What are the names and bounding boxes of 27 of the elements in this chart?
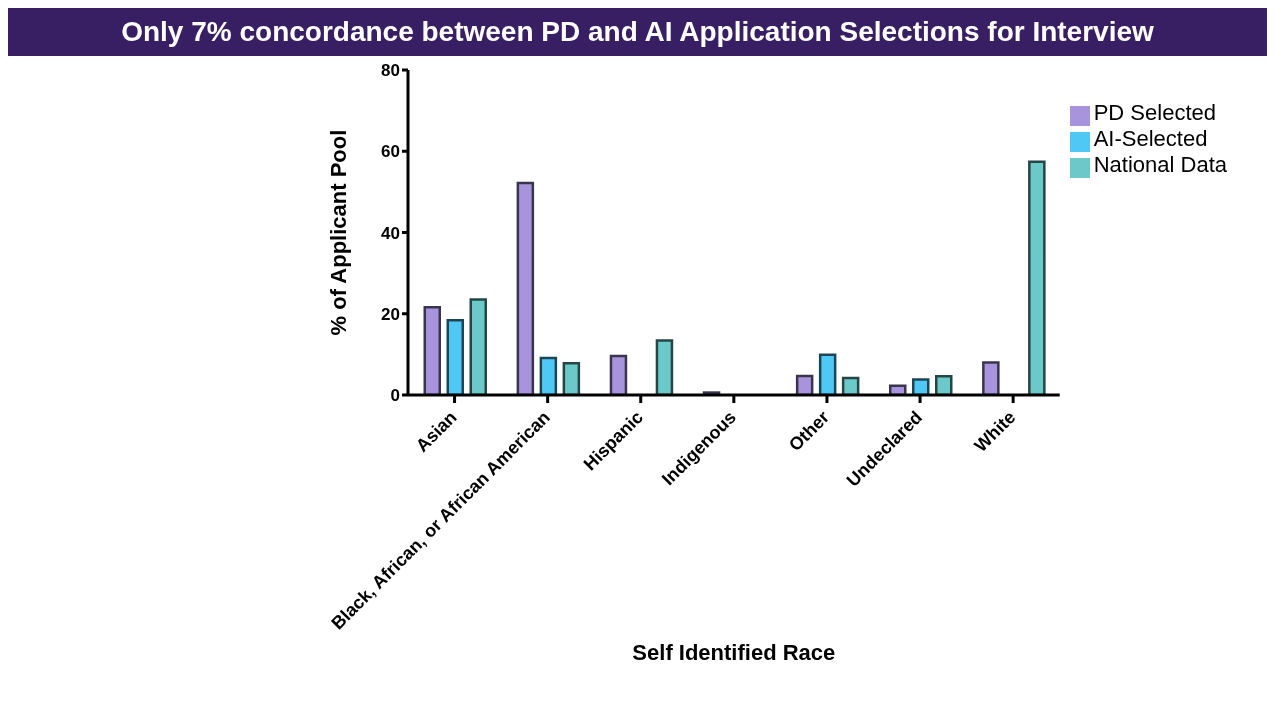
bar [655,339,674,395]
y-tick-label: 40 [381,223,400,243]
y-tick-label: 0 [390,386,400,406]
bar [446,319,465,395]
bar [423,306,442,395]
y-tick-label: 80 [381,61,400,81]
bar [1028,160,1046,395]
y-tick-label: 60 [381,142,400,162]
bar [935,375,953,395]
y-axis-title: % of Applicant Pool [325,129,351,336]
bar [539,356,558,395]
legend-label: PD Selected [1093,100,1216,125]
bar [469,298,488,395]
bar [609,354,628,395]
x-axis-title: Self Identified Race [632,640,836,665]
bar [982,361,1000,395]
y-tick-label: 20 [381,304,400,324]
legend-label: AI-Selected [1093,126,1208,151]
bar [818,353,837,395]
bar [841,376,860,395]
bar [889,384,907,395]
bar [912,378,930,395]
chart-title: Only 7% concordance between PD and AI Application Selections for Interview [8,8,1267,56]
bar [795,374,814,395]
legend-label: National Data [1093,152,1227,177]
bar [516,181,535,395]
bar [562,362,581,395]
